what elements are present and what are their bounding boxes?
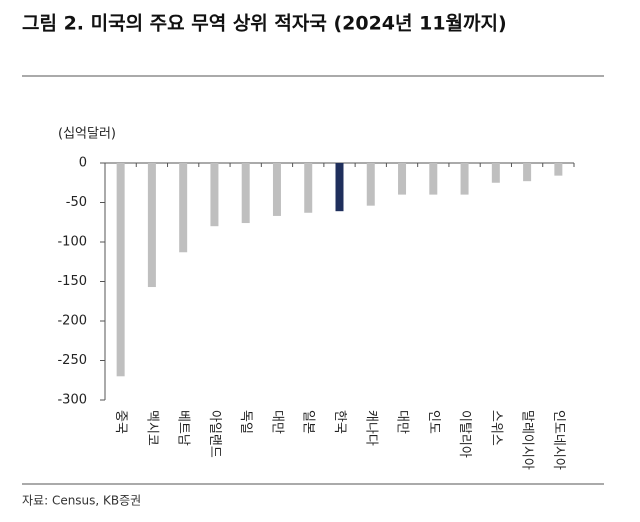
x-tick-label: 인도네시아 (551, 410, 566, 470)
y-tick-label: -100 (57, 235, 87, 250)
y-tick-label: -150 (57, 274, 87, 289)
x-tick-label: 말레이시아 (520, 410, 535, 470)
bar (210, 163, 219, 227)
x-tick-label: 멕시코 (144, 410, 159, 446)
y-tick-label: -250 (57, 353, 87, 368)
bar (366, 163, 375, 206)
x-tick-label: 중국 (113, 410, 128, 434)
bar (398, 163, 407, 195)
y-tick-label: 0 (79, 156, 87, 171)
source: 자료: Census, KB증권 (22, 494, 141, 508)
bar (116, 163, 125, 377)
bar (272, 163, 281, 216)
bar (523, 163, 532, 182)
y-tick-label: -50 (66, 195, 87, 210)
y-tick-label: -300 (57, 393, 87, 408)
bar (460, 163, 469, 195)
bar (147, 163, 156, 288)
chart-title: 그림 2. 미국의 주요 무역 상위 적자국 (2024년 11월까지) (22, 13, 507, 35)
x-tick-label: 스위스 (488, 410, 503, 446)
x-tick-label: 아일랜드 (207, 410, 222, 458)
unit-label: (십억달러) (58, 127, 116, 142)
x-tick-label: 한국 (332, 410, 347, 434)
x-tick-label: 캐나다 (363, 410, 378, 446)
x-tick-label: 대만 (269, 410, 284, 434)
x-tick-label: 이탈리아 (457, 410, 472, 458)
x-tick-label: 대만 (395, 410, 410, 434)
bar (304, 163, 313, 213)
x-tick-label: 인도 (426, 410, 441, 434)
bar (429, 163, 438, 195)
x-tick-label: 베트남 (176, 410, 191, 446)
y-tick-label: -200 (57, 314, 87, 329)
x-tick-label: 독일 (238, 410, 253, 434)
bar (335, 163, 344, 212)
bar (491, 163, 500, 183)
bar (241, 163, 250, 224)
x-tick-label: 일본 (301, 410, 316, 434)
bar (179, 163, 188, 253)
bar (554, 163, 563, 176)
